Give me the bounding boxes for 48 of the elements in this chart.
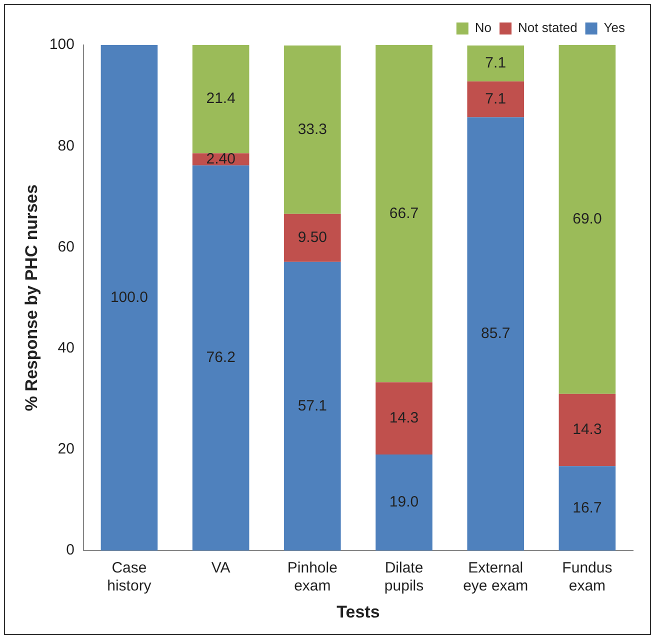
legend-label: No [474, 20, 492, 36]
x-tick-label: VA [211, 560, 230, 577]
bar [467, 117, 524, 551]
x-tick-label: External eye exam [463, 560, 528, 595]
bar [376, 454, 432, 551]
bar [467, 81, 524, 118]
x-tick-label: Case history [107, 560, 152, 595]
y-tick-label: 80 [58, 137, 74, 154]
bar [192, 45, 250, 154]
bar [376, 45, 432, 382]
data-label: 7.1 [485, 54, 506, 72]
data-label: 14.3 [389, 410, 419, 427]
data-label: 66.7 [389, 204, 419, 222]
legend-label: Not stated [518, 20, 578, 36]
bar [376, 382, 432, 455]
data-label: 85.7 [481, 325, 510, 342]
x-axis-title: Tests [336, 602, 380, 622]
bar [467, 46, 524, 82]
bar [192, 165, 250, 551]
bar [100, 45, 158, 551]
y-tick-label: 60 [58, 238, 74, 256]
data-label: 33.3 [298, 120, 328, 138]
data-label: 21.4 [206, 90, 236, 108]
y-tick-label: 20 [58, 440, 74, 458]
data-label: 16.7 [572, 500, 602, 517]
data-label: 14.3 [572, 421, 602, 438]
bar [558, 466, 616, 551]
bar [284, 262, 341, 551]
bar [284, 214, 341, 262]
data-label: 76.2 [206, 349, 236, 366]
data-label: 19.0 [389, 494, 419, 511]
y-tick-label: 100 [49, 36, 74, 54]
bar [558, 45, 616, 394]
data-label: 2.40 [206, 150, 236, 168]
x-tick-label: Fundus exam [562, 560, 612, 595]
legend-label: Yes [604, 20, 626, 36]
data-label: 69.0 [572, 210, 602, 228]
x-tick-label: Pinhole exam [287, 560, 338, 595]
y-tick-label: 40 [58, 340, 74, 356]
y-tick-label: 0 [66, 542, 74, 559]
data-label: 100.0 [110, 288, 148, 306]
bar [284, 46, 341, 214]
y-axis-title: % Response by PHC nurses [22, 184, 41, 412]
data-label: 9.50 [298, 229, 328, 246]
bar [558, 394, 616, 466]
x-tick-label: Dilate pupils [384, 560, 424, 595]
data-label: 7.1 [485, 90, 506, 108]
data-label: 57.1 [298, 397, 328, 414]
